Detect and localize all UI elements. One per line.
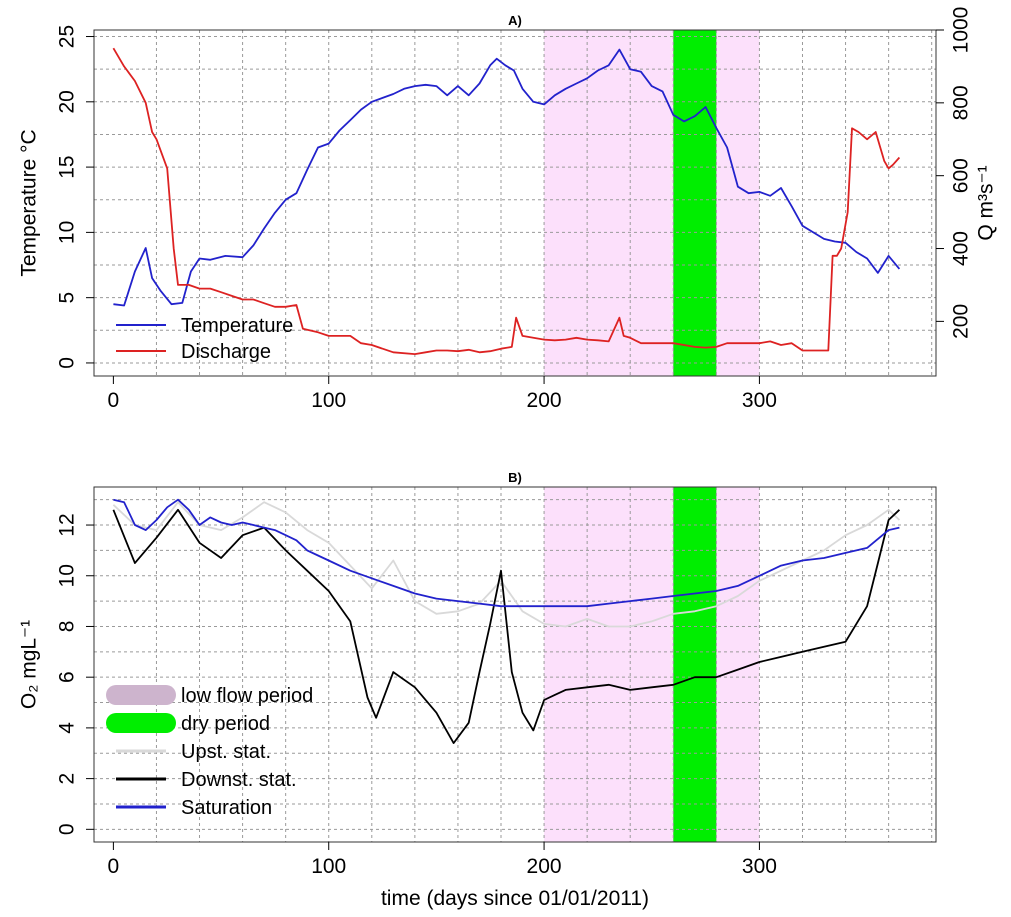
x-tick-label: 300 — [742, 855, 777, 878]
y-tick-label: 8 — [56, 621, 79, 633]
shaded-period-low-flow — [544, 30, 760, 376]
y-right-tick-label: 600 — [950, 158, 973, 193]
series-discharge-line — [112, 47, 901, 355]
series-temperature-line — [113, 48, 901, 307]
panel-b-y-label: O₂ mgL⁻¹ — [18, 620, 41, 709]
panel-a-legend: Temperature Discharge — [116, 315, 293, 363]
shaded-period-dry — [673, 487, 717, 842]
x-tick-label: 0 — [108, 389, 120, 412]
y-tick-label: 10 — [56, 564, 79, 587]
y-tick-label: 2 — [56, 773, 79, 785]
x-tick-label: 100 — [311, 855, 346, 878]
x-tick-label: 300 — [742, 389, 777, 412]
y-right-tick-label: 1000 — [950, 7, 973, 54]
legend-label: Saturation — [181, 797, 272, 819]
y-tick-label: 5 — [56, 292, 79, 304]
legend-label: Discharge — [181, 341, 271, 363]
y-right-tick-label: 200 — [950, 304, 973, 339]
panel-b-legend: low flow period dry period Upst. stat. Down… — [106, 685, 313, 819]
x-tick-label: 0 — [108, 855, 120, 878]
legend-label: Downst. stat. — [181, 769, 297, 791]
x-tick-label: 200 — [527, 855, 562, 878]
panel-b-frame — [93, 486, 937, 843]
shaded-period-low-flow — [544, 487, 760, 842]
y-right-tick-label: 400 — [950, 231, 973, 266]
x-tick-label: 100 — [311, 389, 346, 412]
y-tick-label: 0 — [56, 823, 79, 835]
panel-b: 0 100 200 300 0 2 4 6 8 10 12 B) O₂ mgL⁻¹ low flow… — [18, 470, 937, 878]
y-tick-label: 0 — [56, 357, 79, 369]
y-tick-label: 20 — [56, 90, 79, 113]
y-tick-label: 6 — [56, 671, 79, 683]
series-upst-stat-line — [112, 501, 901, 628]
legend-label: low flow period — [181, 685, 313, 707]
panel-a-title: A) — [508, 13, 522, 28]
legend-label: dry period — [181, 713, 270, 735]
panel-a-y-label: Temperature °C — [18, 129, 41, 276]
panel-a-frame — [93, 29, 937, 377]
y-right-tick-label: 800 — [950, 85, 973, 120]
x-axis-label: time (days since 01/01/2011) — [381, 887, 649, 910]
x-tick-label: 200 — [527, 389, 562, 412]
y-tick-label: 25 — [56, 25, 79, 48]
y-tick-label: 10 — [56, 221, 79, 244]
y-tick-label: 4 — [56, 722, 79, 734]
shaded-period-dry — [673, 30, 717, 376]
legend-label: Temperature — [181, 315, 293, 337]
y-tick-label: 12 — [56, 513, 79, 536]
panel-b-title: B) — [508, 470, 522, 485]
series-downst-stat-line — [112, 508, 901, 744]
legend-label: Upst. stat. — [181, 741, 271, 763]
series-saturation-line — [113, 498, 900, 608]
y-tick-label: 15 — [56, 155, 79, 178]
panel-a-y-label-right: Q m³s⁻¹ — [975, 165, 998, 240]
